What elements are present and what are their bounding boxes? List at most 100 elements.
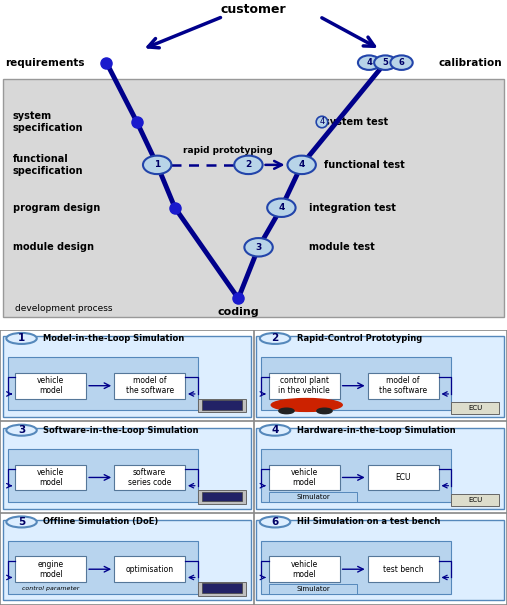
FancyBboxPatch shape xyxy=(3,336,251,417)
Text: 2: 2 xyxy=(245,160,251,169)
FancyBboxPatch shape xyxy=(261,357,451,410)
Circle shape xyxy=(260,333,290,344)
FancyBboxPatch shape xyxy=(368,373,439,399)
Text: coding: coding xyxy=(218,307,259,316)
FancyBboxPatch shape xyxy=(269,584,357,594)
Text: 4: 4 xyxy=(319,117,324,126)
Text: functional
specification: functional specification xyxy=(13,154,83,175)
Text: test bench: test bench xyxy=(383,564,423,574)
FancyBboxPatch shape xyxy=(451,402,499,414)
Text: 6: 6 xyxy=(399,58,405,67)
Text: calibration: calibration xyxy=(439,57,502,68)
Text: 3: 3 xyxy=(18,425,25,435)
Text: program design: program design xyxy=(13,203,100,213)
Text: ECU: ECU xyxy=(468,497,483,503)
FancyBboxPatch shape xyxy=(114,373,185,399)
FancyBboxPatch shape xyxy=(451,494,499,506)
Text: rapid prototyping: rapid prototyping xyxy=(183,146,273,154)
Text: 4: 4 xyxy=(271,425,279,435)
Circle shape xyxy=(374,56,396,70)
FancyBboxPatch shape xyxy=(114,465,185,490)
FancyBboxPatch shape xyxy=(0,330,254,422)
Text: ECU: ECU xyxy=(395,473,411,482)
Text: control plant
in the vehicle: control plant in the vehicle xyxy=(278,376,330,396)
Circle shape xyxy=(260,425,290,436)
FancyBboxPatch shape xyxy=(269,557,340,582)
FancyBboxPatch shape xyxy=(202,492,242,502)
FancyBboxPatch shape xyxy=(254,330,507,422)
Text: 1: 1 xyxy=(154,160,160,169)
FancyBboxPatch shape xyxy=(202,400,242,410)
Text: module test: module test xyxy=(309,242,375,252)
FancyBboxPatch shape xyxy=(0,422,254,513)
Text: Hardware-in-the-Loop Simulation: Hardware-in-the-Loop Simulation xyxy=(297,426,455,435)
Text: 5: 5 xyxy=(18,517,25,527)
Text: 4: 4 xyxy=(278,203,284,212)
FancyBboxPatch shape xyxy=(8,449,198,502)
Circle shape xyxy=(6,517,37,528)
FancyBboxPatch shape xyxy=(114,557,185,582)
Text: ECU: ECU xyxy=(468,405,483,411)
Circle shape xyxy=(287,155,316,174)
Text: integration test: integration test xyxy=(309,203,396,213)
FancyBboxPatch shape xyxy=(256,336,504,417)
Text: model of
the software: model of the software xyxy=(379,376,427,396)
Circle shape xyxy=(279,408,294,414)
FancyBboxPatch shape xyxy=(269,465,340,490)
Text: 4: 4 xyxy=(299,160,305,169)
Circle shape xyxy=(244,238,273,257)
Text: Simulator: Simulator xyxy=(296,494,330,500)
FancyBboxPatch shape xyxy=(8,357,198,410)
FancyBboxPatch shape xyxy=(15,373,86,399)
Circle shape xyxy=(234,155,263,174)
Text: model of
the software: model of the software xyxy=(126,376,173,396)
FancyBboxPatch shape xyxy=(3,79,504,316)
FancyBboxPatch shape xyxy=(198,582,246,596)
FancyBboxPatch shape xyxy=(269,492,357,502)
FancyBboxPatch shape xyxy=(256,520,504,600)
FancyBboxPatch shape xyxy=(202,583,242,593)
Text: module design: module design xyxy=(13,242,94,252)
Ellipse shape xyxy=(271,399,342,411)
Circle shape xyxy=(6,425,37,436)
Circle shape xyxy=(143,155,171,174)
Text: engine
model: engine model xyxy=(38,560,64,579)
FancyBboxPatch shape xyxy=(254,513,507,605)
Circle shape xyxy=(390,56,413,70)
Text: customer: customer xyxy=(221,4,286,16)
Circle shape xyxy=(267,198,296,217)
Text: Hil Simulation on a test bench: Hil Simulation on a test bench xyxy=(297,517,440,526)
FancyBboxPatch shape xyxy=(256,428,504,509)
Text: 5: 5 xyxy=(382,58,388,67)
Circle shape xyxy=(358,56,380,70)
Text: 6: 6 xyxy=(271,517,279,527)
Text: 1: 1 xyxy=(18,333,25,344)
FancyBboxPatch shape xyxy=(8,541,198,594)
Text: requirements: requirements xyxy=(5,57,85,68)
Text: 2: 2 xyxy=(271,333,279,344)
Text: software
series code: software series code xyxy=(128,468,171,487)
Text: vehicle
model: vehicle model xyxy=(37,376,64,396)
FancyBboxPatch shape xyxy=(368,557,439,582)
Text: vehicle
model: vehicle model xyxy=(37,468,64,487)
Text: Rapid-Control Prototyping: Rapid-Control Prototyping xyxy=(297,334,422,343)
FancyBboxPatch shape xyxy=(198,490,246,504)
FancyBboxPatch shape xyxy=(254,422,507,513)
Text: vehicle
model: vehicle model xyxy=(291,468,318,487)
FancyBboxPatch shape xyxy=(269,373,340,399)
Text: Model-in-the-Loop Simulation: Model-in-the-Loop Simulation xyxy=(43,334,185,343)
Text: optimisation: optimisation xyxy=(126,564,173,574)
FancyBboxPatch shape xyxy=(261,449,451,502)
Text: functional test: functional test xyxy=(324,160,405,170)
Text: system test: system test xyxy=(324,117,388,127)
FancyBboxPatch shape xyxy=(0,513,254,605)
Circle shape xyxy=(6,333,37,344)
FancyBboxPatch shape xyxy=(368,465,439,490)
Text: Offline Simulation (DoE): Offline Simulation (DoE) xyxy=(43,517,158,526)
Text: Software-in-the-Loop Simulation: Software-in-the-Loop Simulation xyxy=(43,426,199,435)
Circle shape xyxy=(260,517,290,528)
FancyBboxPatch shape xyxy=(3,428,251,509)
FancyBboxPatch shape xyxy=(261,541,451,594)
Text: 3: 3 xyxy=(256,243,262,252)
Text: vehicle
model: vehicle model xyxy=(291,560,318,579)
